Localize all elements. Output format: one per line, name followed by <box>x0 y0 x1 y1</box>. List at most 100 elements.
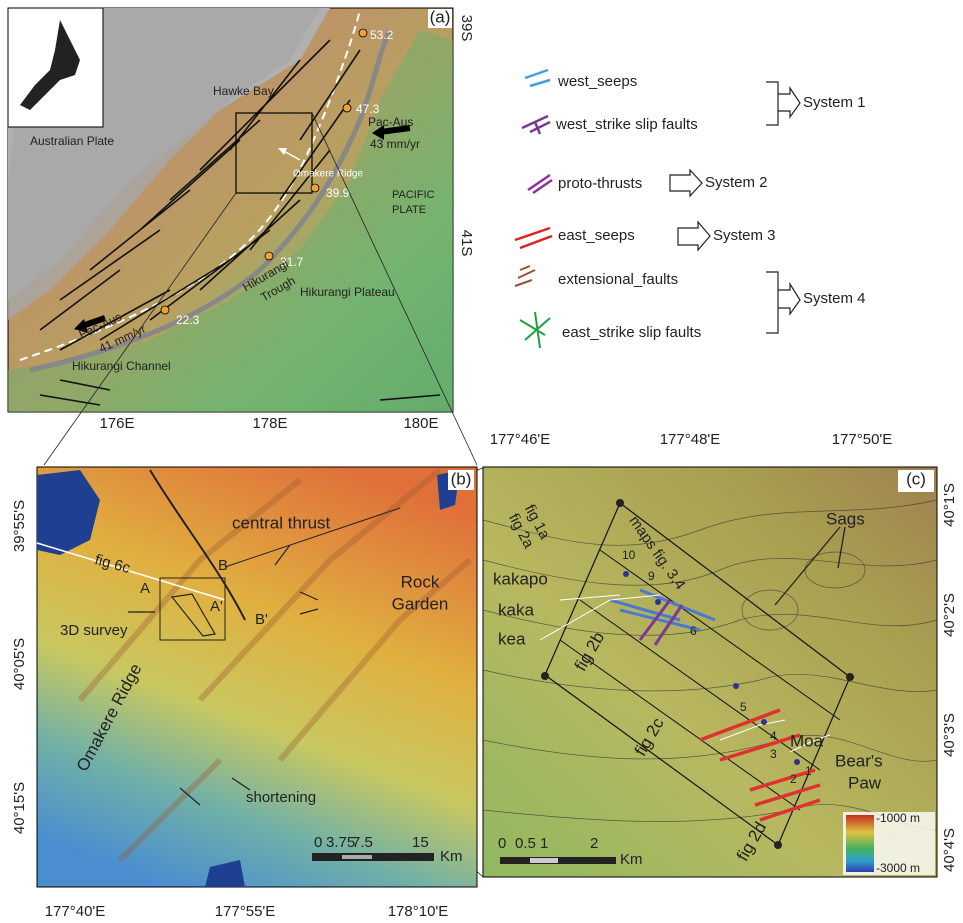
place: Hikurangi Plateau <box>300 285 395 299</box>
map-shape <box>774 841 782 849</box>
lon-tick: 177°50'E <box>832 431 893 448</box>
scale-tick: 3.75 <box>326 834 355 851</box>
place: Rock <box>401 572 440 591</box>
scale-tick: 15 <box>412 834 429 851</box>
lon-tick: 180E <box>403 415 438 432</box>
panel-label: (b) <box>451 469 472 488</box>
body: (a) 39S 41S 176E 178E 180E 53.2 47.3 39.… <box>0 0 963 923</box>
system-label: System 2 <box>705 174 768 191</box>
scale-tick: 0 <box>314 834 322 851</box>
map-shape <box>342 855 372 859</box>
lon-tick: 178°10'E <box>388 903 449 920</box>
panel-label: (a) <box>430 7 451 26</box>
place: shortening <box>246 789 316 806</box>
place: A' <box>210 598 223 615</box>
place: B' <box>255 611 268 628</box>
rate: 22.3 <box>176 313 200 327</box>
site-number: 1 <box>805 764 812 778</box>
map-shape <box>265 252 273 260</box>
place: Hawke Bay <box>213 84 274 98</box>
colorbar-label: -3000 m <box>876 861 920 875</box>
legend-label: proto-thrusts <box>558 175 642 192</box>
system-label: System 1 <box>803 94 866 111</box>
lat-tick: 40°2'S <box>941 593 958 637</box>
map-shape <box>359 29 367 37</box>
place: 3D survey <box>60 622 128 639</box>
map-shape <box>766 272 778 333</box>
site-number: 4 <box>770 729 777 743</box>
lon-tick: 178E <box>252 415 287 432</box>
lat-tick: 39°55'S <box>11 500 28 552</box>
map-shape <box>515 266 535 286</box>
site-number: 2 <box>790 772 797 786</box>
map-shape <box>778 88 800 117</box>
map-shape <box>678 222 710 250</box>
lat-tick: 41S <box>458 230 475 257</box>
lon-tick: 177°48'E <box>660 431 721 448</box>
map-shape <box>528 175 552 193</box>
lon-tick: 177°46'E <box>490 431 551 448</box>
map-shape <box>778 284 800 314</box>
lon-tick: 176E <box>99 415 134 432</box>
lat-tick: 40°4'S <box>941 828 958 872</box>
panel-b: (b) 39°55'S 40°05'S 40°15'S 177°40'E 177… <box>11 467 477 920</box>
place: Hikurangi Channel <box>72 359 171 373</box>
page: {"panel_a": {"label": "(a)", "lat_ticks"… <box>0 0 963 923</box>
map-shape <box>525 70 550 86</box>
place: Omakere Ridge <box>293 169 363 180</box>
place: Australian Plate <box>30 134 114 148</box>
scale-unit: Km <box>440 848 463 865</box>
lat-tick: 39S <box>458 15 475 42</box>
plate-motion: 43 mm/yr <box>370 137 420 151</box>
map-shape <box>655 599 661 605</box>
lat-tick: 40°05'S <box>11 638 28 690</box>
place: kakapo <box>493 569 548 588</box>
legend-label: extensional_faults <box>558 271 678 288</box>
site-number: 3 <box>770 747 777 761</box>
map-shape <box>522 116 550 134</box>
map-shape <box>846 673 854 681</box>
system-label: System 3 <box>713 227 776 244</box>
place: A <box>140 580 150 597</box>
panel-a: (a) 39S 41S 176E 178E 180E 53.2 47.3 39.… <box>8 7 475 431</box>
site-number: 9 <box>648 569 655 583</box>
map-shape <box>343 104 351 112</box>
legend-label: east_seeps <box>558 227 635 244</box>
scale-tick: 0 <box>498 835 506 852</box>
lat-tick: 40°3'S <box>941 713 958 757</box>
scale-unit: Km <box>620 851 643 868</box>
map-shape <box>794 759 800 765</box>
place: Paw <box>848 773 882 792</box>
map-shape <box>616 499 624 507</box>
site-number: 10 <box>622 548 636 562</box>
place: PACIFIC <box>392 189 435 201</box>
legend-label: east_strike slip faults <box>562 324 701 341</box>
scale-tick: 0.5 <box>515 835 536 852</box>
lat-tick: 40°15'S <box>11 782 28 834</box>
rate: 47.3 <box>356 102 380 116</box>
map-shape <box>520 312 550 348</box>
map-shape <box>733 683 739 689</box>
legend-label: west_seeps <box>557 73 637 90</box>
map-shape <box>846 815 874 872</box>
map-shape <box>515 228 552 248</box>
legend: west_seeps west_strike slip faults proto… <box>515 70 866 348</box>
place: kea <box>498 629 526 648</box>
map-shape <box>530 858 558 863</box>
scale-tick: 1 <box>540 835 548 852</box>
place: PLATE <box>392 204 426 216</box>
map-shape <box>312 853 434 861</box>
lat-tick: 40°1'S <box>941 483 958 527</box>
map-shape <box>311 184 319 192</box>
place: Bear's <box>835 751 883 770</box>
site-number: 6 <box>690 624 697 638</box>
place: Sags <box>826 509 865 528</box>
colorbar-label: -1000 m <box>876 811 920 825</box>
map-shape <box>161 306 169 314</box>
panel-label: (c) <box>906 469 926 488</box>
map-shape <box>761 719 767 725</box>
place: kaka <box>498 600 534 619</box>
panel-c: (c) 177°46'E 177°48'E 177°50'E 40°1'S 40… <box>483 431 958 877</box>
scale-tick: 2 <box>590 835 598 852</box>
place: central thrust <box>232 513 331 532</box>
